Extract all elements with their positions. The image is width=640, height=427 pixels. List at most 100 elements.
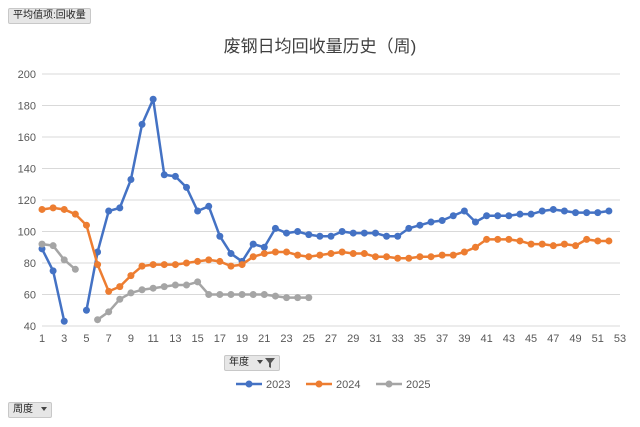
data-point bbox=[460, 207, 468, 215]
y-tick-label: 200 bbox=[18, 69, 36, 81]
data-point bbox=[549, 242, 557, 250]
data-point bbox=[371, 253, 379, 261]
value-field-button[interactable]: 平均值项:回收量 bbox=[8, 8, 91, 24]
data-point bbox=[338, 228, 346, 235]
data-point bbox=[271, 292, 279, 300]
data-point bbox=[294, 294, 302, 302]
data-point bbox=[38, 240, 46, 248]
data-point bbox=[149, 261, 157, 269]
data-point bbox=[294, 228, 302, 235]
data-point bbox=[94, 316, 102, 324]
x-tick-label: 43 bbox=[503, 333, 515, 345]
data-point bbox=[171, 281, 179, 289]
data-point bbox=[594, 237, 602, 245]
filter-icon bbox=[265, 358, 275, 368]
data-point bbox=[605, 207, 613, 215]
data-point bbox=[249, 291, 257, 298]
data-point bbox=[105, 207, 113, 215]
data-point bbox=[383, 253, 391, 261]
data-point bbox=[283, 294, 291, 302]
legend-label: 2025 bbox=[406, 379, 430, 391]
data-point bbox=[472, 243, 479, 251]
data-point bbox=[305, 253, 313, 261]
x-tick-label: 41 bbox=[480, 333, 492, 345]
year-field-label: 年度 bbox=[229, 357, 249, 368]
data-point bbox=[60, 317, 68, 325]
data-point bbox=[294, 251, 302, 259]
series bbox=[38, 95, 613, 325]
year-filter-button[interactable]: 年度 bbox=[224, 355, 280, 371]
data-point bbox=[483, 212, 491, 220]
data-point bbox=[94, 261, 102, 269]
data-point bbox=[238, 261, 246, 269]
series-line bbox=[41, 206, 609, 293]
data-point bbox=[116, 204, 124, 212]
data-point bbox=[160, 261, 168, 269]
data-point bbox=[449, 251, 457, 259]
x-tick-label: 9 bbox=[128, 333, 134, 345]
data-point bbox=[360, 250, 368, 258]
data-point bbox=[171, 172, 179, 180]
legend-marker bbox=[315, 380, 323, 388]
data-point bbox=[82, 221, 90, 229]
data-point bbox=[505, 235, 513, 243]
x-tick-label: 33 bbox=[392, 333, 404, 345]
data-point bbox=[82, 306, 90, 314]
data-point bbox=[283, 229, 291, 237]
data-point bbox=[394, 254, 402, 262]
x-tick-label: 19 bbox=[236, 333, 248, 345]
legend-marker bbox=[245, 380, 253, 388]
data-point bbox=[416, 253, 424, 261]
legend: 2023 2024 2025 bbox=[236, 379, 430, 391]
data-point bbox=[227, 250, 235, 258]
data-point bbox=[605, 237, 613, 245]
data-point bbox=[71, 265, 79, 273]
data-point bbox=[260, 250, 268, 258]
data-point bbox=[305, 231, 313, 239]
value-field-label: 平均值项:回收量 bbox=[13, 10, 86, 21]
x-tick-label: 13 bbox=[169, 333, 181, 345]
data-point bbox=[583, 209, 591, 217]
data-point bbox=[183, 259, 190, 267]
data-point bbox=[494, 212, 502, 220]
period-field-label: 周度 bbox=[13, 404, 33, 415]
data-point bbox=[116, 283, 124, 291]
data-point bbox=[216, 257, 224, 265]
data-point bbox=[483, 235, 491, 243]
data-point bbox=[60, 256, 68, 264]
data-point bbox=[249, 253, 257, 261]
data-point bbox=[194, 257, 202, 265]
data-point bbox=[394, 232, 402, 240]
x-tick-label: 17 bbox=[214, 333, 226, 345]
data-point bbox=[71, 210, 79, 218]
data-point bbox=[549, 205, 557, 213]
x-tick-label: 3 bbox=[61, 333, 67, 345]
data-point bbox=[560, 207, 568, 215]
x-tick-label: 5 bbox=[83, 333, 89, 345]
data-point bbox=[183, 183, 190, 191]
data-point bbox=[538, 240, 546, 248]
data-point bbox=[205, 202, 213, 210]
data-point bbox=[216, 291, 224, 298]
x-tick-label: 45 bbox=[525, 333, 537, 345]
dropdown-arrow-icon bbox=[41, 407, 47, 411]
data-point bbox=[49, 204, 57, 212]
data-point bbox=[138, 262, 146, 270]
y-tick-label: 60 bbox=[24, 290, 36, 302]
data-point bbox=[271, 248, 279, 256]
y-tick-label: 140 bbox=[18, 164, 36, 176]
data-point bbox=[283, 248, 291, 256]
data-point bbox=[238, 291, 246, 298]
data-point bbox=[38, 205, 46, 213]
data-point bbox=[227, 291, 235, 298]
data-point bbox=[94, 248, 102, 256]
period-field-button[interactable]: 周度 bbox=[8, 402, 52, 418]
data-point bbox=[194, 278, 202, 286]
data-point bbox=[60, 205, 68, 213]
data-point bbox=[205, 256, 213, 264]
data-point bbox=[327, 250, 335, 258]
data-point bbox=[427, 253, 435, 261]
data-point bbox=[49, 242, 57, 250]
